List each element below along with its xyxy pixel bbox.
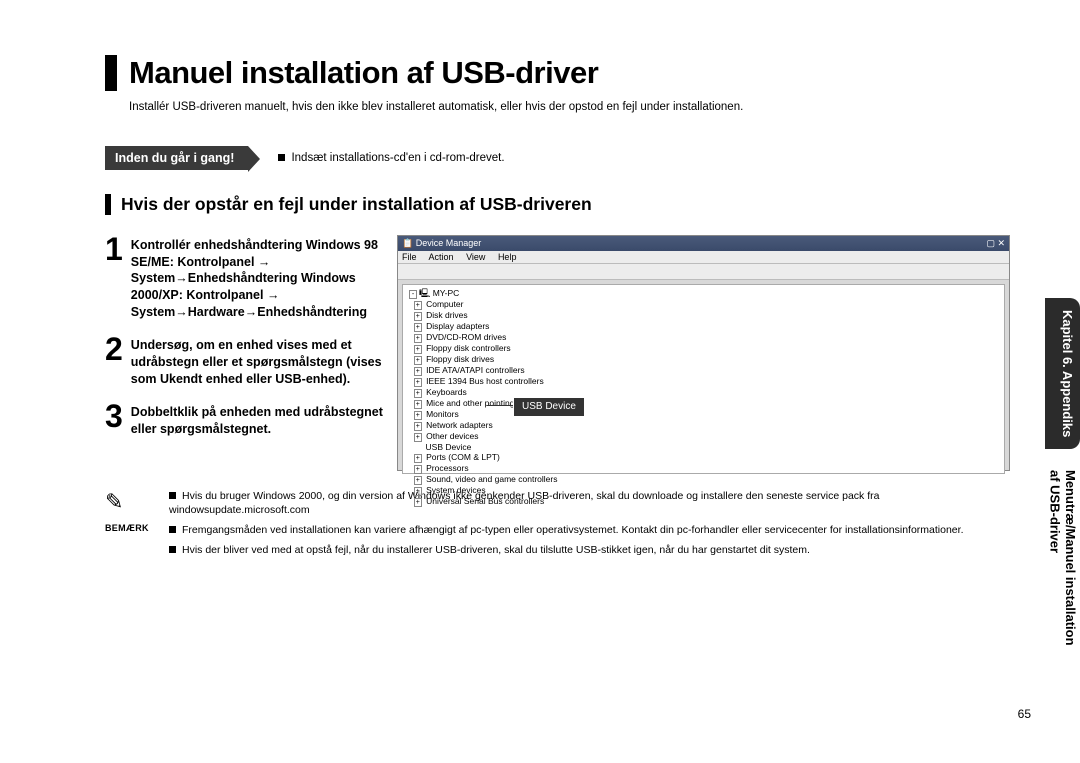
tree-item: + Floppy disk controllers xyxy=(409,343,998,354)
step-1: 1 Kontrollér enhedshåndtering Windows 98… xyxy=(105,235,385,321)
step-body: Kontrollér enhedshåndtering Windows 98 S… xyxy=(131,235,385,321)
page-title: Manuel installation af USB-driver xyxy=(129,55,1010,91)
tree-item: + Ports (COM & LPT) xyxy=(409,452,998,463)
intro-text: Installér USB-driveren manuelt, hvis den… xyxy=(129,99,1010,116)
tree-item: + Processors xyxy=(409,463,998,474)
tree-item: + Monitors xyxy=(409,409,998,420)
step-body: Dobbeltklik på enheden med udråbstegnet … xyxy=(131,402,385,438)
tree-item: + DVD/CD-ROM drives xyxy=(409,332,998,343)
steps-list: 1 Kontrollér enhedshåndtering Windows 98… xyxy=(105,235,385,471)
tree-item: USB Device xyxy=(409,442,998,453)
device-manager-screenshot: 📋 Device Manager ▢ ✕ File Action View He… xyxy=(397,235,1010,471)
tree-item: + IEEE 1394 Bus host controllers xyxy=(409,376,998,387)
device-tree: -🖳 MY-PC + Computer + Disk drives + Disp… xyxy=(402,284,1005,474)
step-number: 3 xyxy=(105,402,123,438)
window-titlebar: 📋 Device Manager ▢ ✕ xyxy=(398,236,1009,251)
step-2: 2 Undersøg, om en enhed vises med et udr… xyxy=(105,335,385,388)
before-text: Indsæt installations-cd'en i cd-rom-drev… xyxy=(278,152,504,164)
tree-item: + Network adapters xyxy=(409,420,998,431)
before-tag: Inden du går i gang! xyxy=(105,146,248,170)
chapter-tab: Kapitel 6. Appendiks xyxy=(1045,298,1080,449)
notes-label: BEMÆRK xyxy=(105,523,149,533)
tree-item: + Mice and other pointing devices xyxy=(409,398,998,409)
section-tab: Menutræ/Manuel installationaf USB-driver xyxy=(1035,460,1080,656)
tree-item: + Keyboards xyxy=(409,387,998,398)
window-menu: File Action View Help xyxy=(398,251,1009,264)
tree-item: + Display adapters xyxy=(409,321,998,332)
bullet-icon xyxy=(278,154,285,161)
tree-item: + Sound, video and game controllers xyxy=(409,474,998,485)
notes-icon-block: ✎ BEMÆRK xyxy=(105,489,155,563)
note-item: Hvis der bliver ved med at opstå fejl, n… xyxy=(169,543,1010,558)
before-you-start: Inden du går i gang! Indsæt installation… xyxy=(105,146,1010,170)
tree-item: + Other devices xyxy=(409,431,998,442)
tree-item: + Disk drives xyxy=(409,310,998,321)
pencil-icon: ✎ xyxy=(105,489,155,515)
tree-item: + Computer xyxy=(409,299,998,310)
tree-item: + System devices xyxy=(409,485,998,496)
usb-device-callout: USB Device xyxy=(513,397,585,418)
step-number: 2 xyxy=(105,335,123,388)
callout-line xyxy=(487,405,513,406)
page-number: 65 xyxy=(1018,707,1031,721)
section-heading: Hvis der opstår en fejl under installati… xyxy=(105,194,1010,215)
window-controls: ▢ ✕ xyxy=(986,238,1005,249)
tree-item: + IDE ATA/ATAPI controllers xyxy=(409,365,998,376)
window-toolbar xyxy=(398,264,1009,280)
step-body: Undersøg, om en enhed vises med et udråb… xyxy=(131,335,385,388)
tree-item: + Floppy disk drives xyxy=(409,354,998,365)
step-number: 1 xyxy=(105,235,123,321)
tree-item: + Universal Serial Bus controllers xyxy=(409,496,998,507)
note-item: Fremgangsmåden ved installationen kan va… xyxy=(169,523,1010,538)
step-3: 3 Dobbeltklik på enheden med udråbstegne… xyxy=(105,402,385,438)
